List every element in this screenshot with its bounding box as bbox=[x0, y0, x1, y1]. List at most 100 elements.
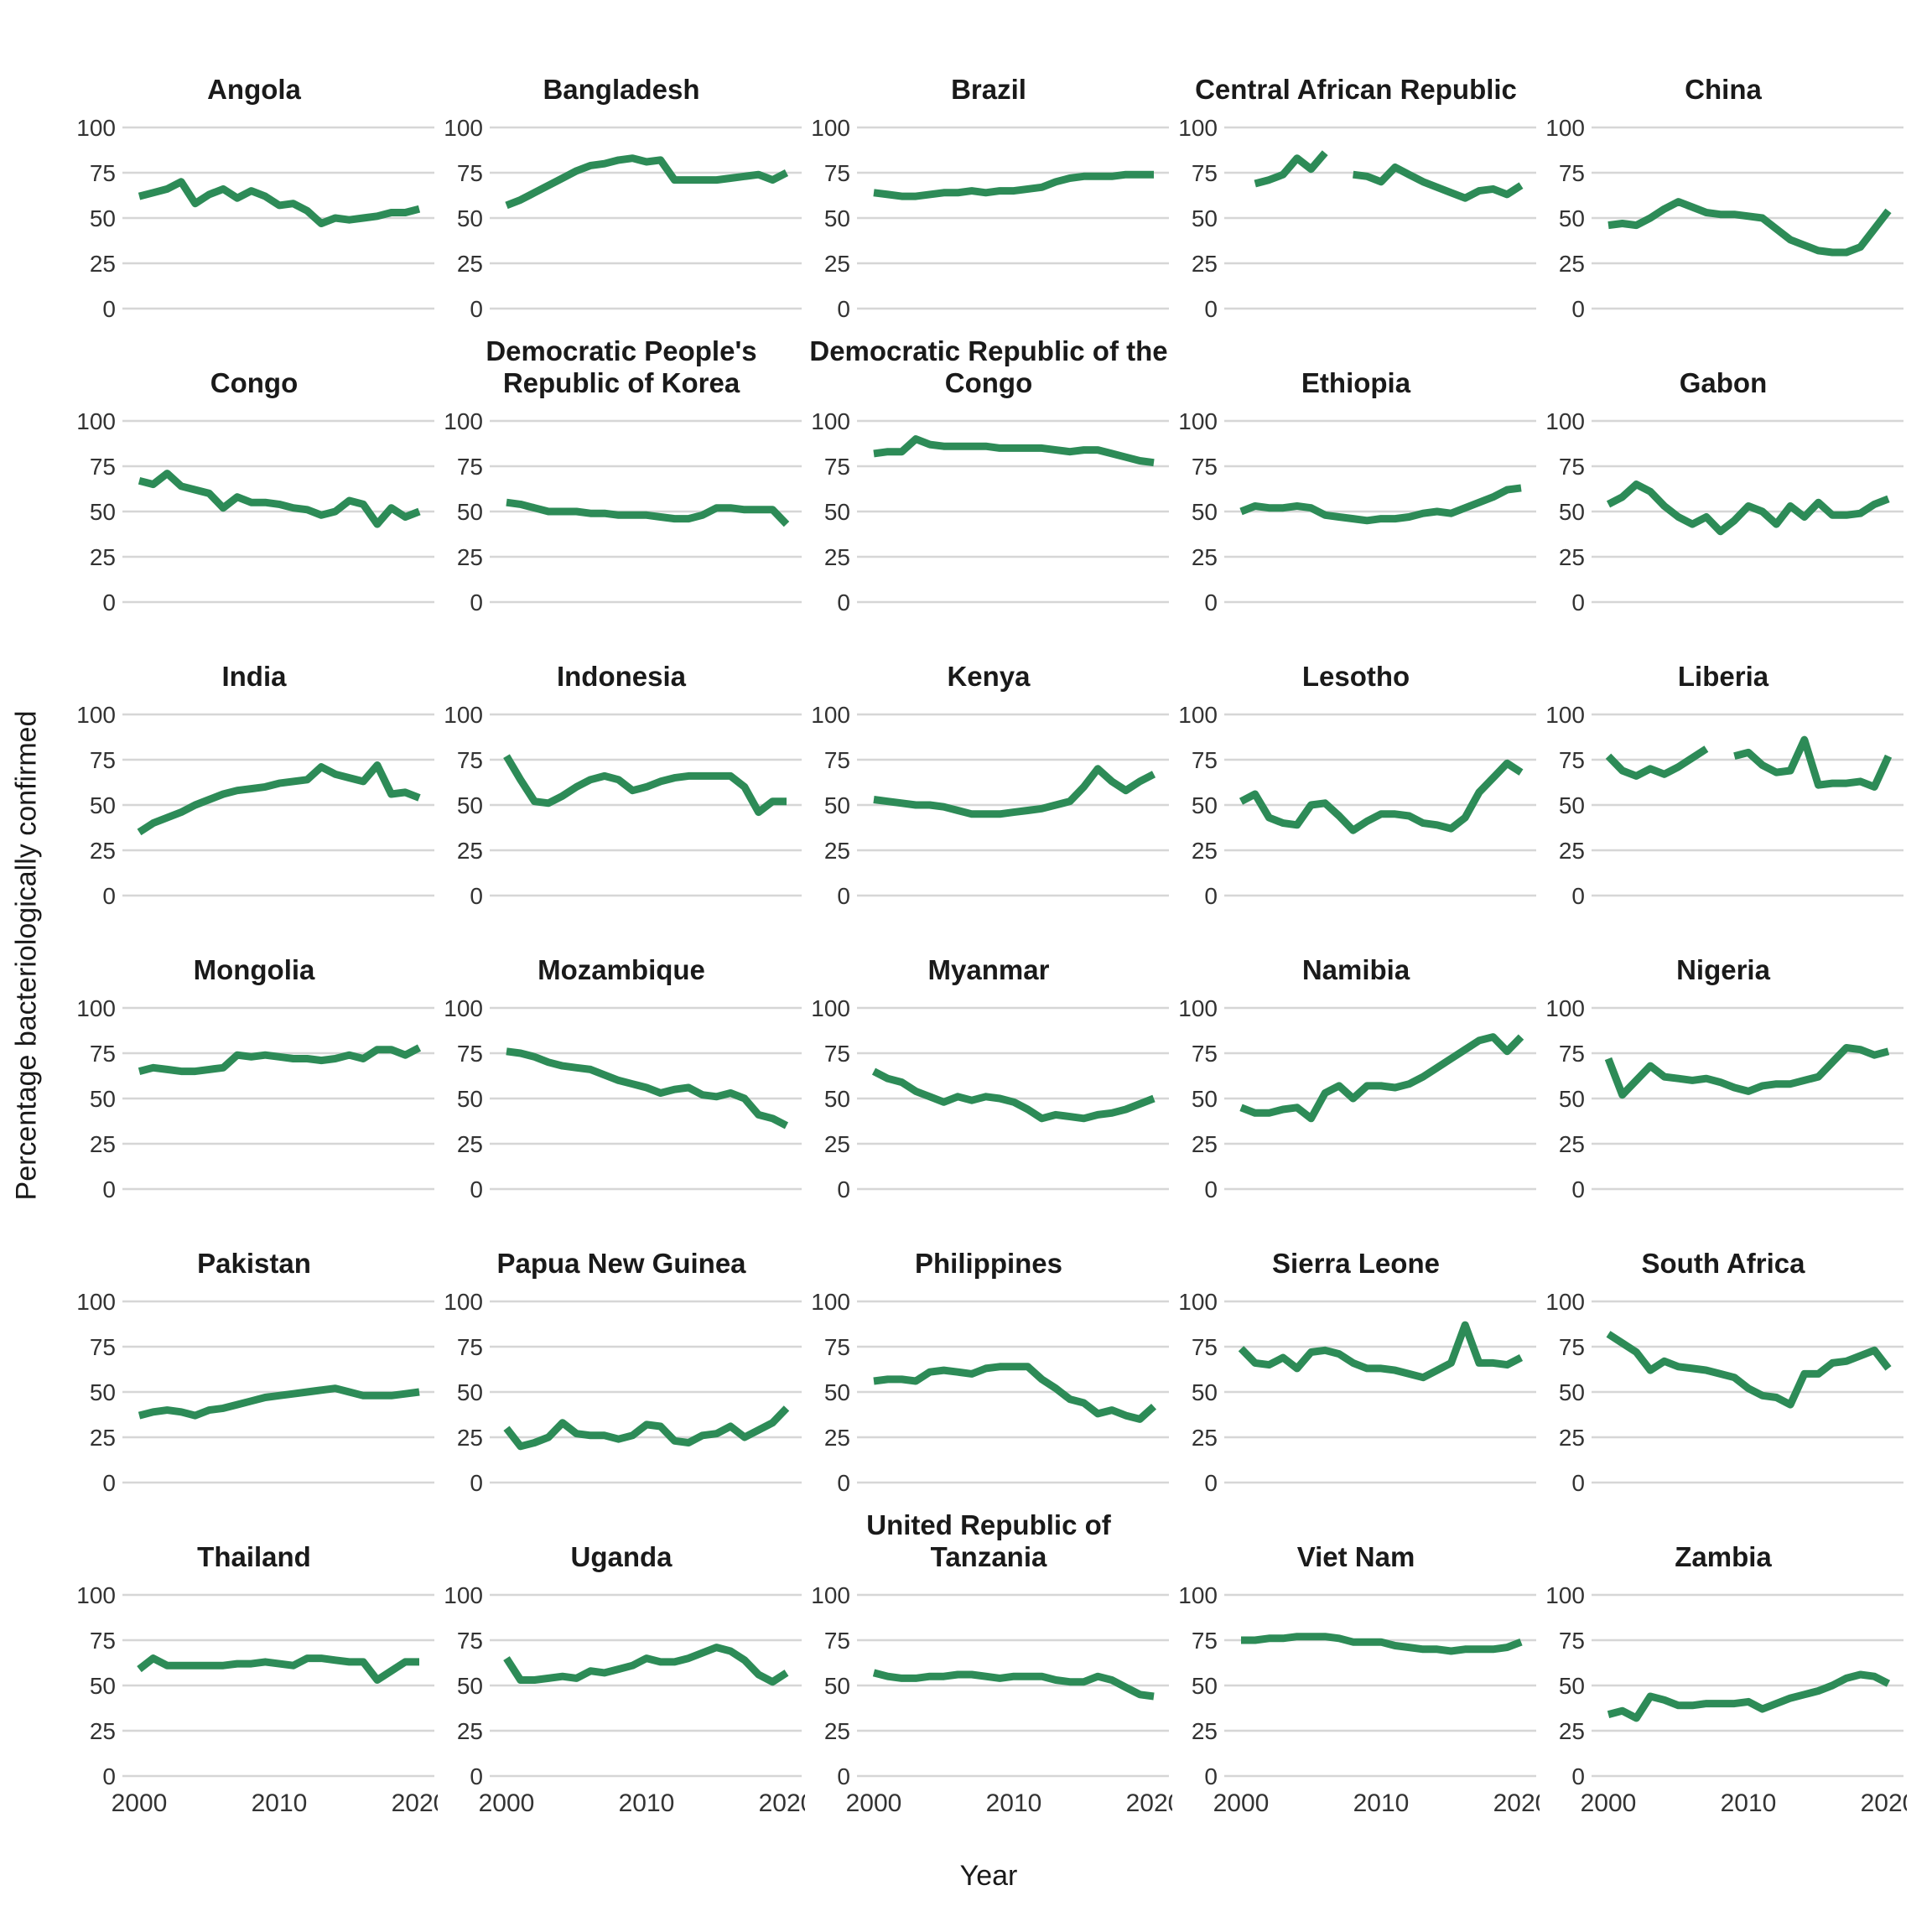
y-tick-label: 100 bbox=[1178, 115, 1218, 141]
facet-title: Brazil bbox=[951, 74, 1026, 106]
trend-line bbox=[138, 1384, 420, 1420]
facet-plot: 0 25 50 75 100 bbox=[76, 995, 434, 1202]
y-tick-label: 75 bbox=[824, 160, 850, 186]
facet-liberia: Liberia 0 25 50 75 100 bbox=[1540, 617, 1907, 911]
y-tick-label: 25 bbox=[1192, 1131, 1218, 1157]
trend-line bbox=[1239, 1033, 1524, 1123]
y-tick-label: 75 bbox=[824, 747, 850, 773]
x-tick-label: 2000 bbox=[1213, 1789, 1270, 1817]
y-tick-label: 0 bbox=[470, 296, 483, 322]
y-tick-label: 100 bbox=[1178, 995, 1218, 1021]
trend-line bbox=[1607, 198, 1892, 257]
facet-indonesia: Indonesia 0 25 50 75 100 bbox=[438, 617, 805, 911]
y-tick-label: 100 bbox=[76, 115, 116, 141]
y-tick-label: 75 bbox=[457, 160, 483, 186]
facet-plot: 0 25 50 75 100 bbox=[444, 115, 802, 322]
trend-line bbox=[1607, 1670, 1891, 1722]
y-tick-label: 50 bbox=[824, 792, 850, 818]
y-tick-label: 0 bbox=[837, 589, 850, 615]
facet-plot: 0 25 50 75 100 bbox=[444, 408, 802, 615]
facet-lesotho: Lesotho 0 25 50 75 100 bbox=[1172, 617, 1540, 911]
facet-gabon: Gabon 0 25 50 75 100 bbox=[1540, 324, 1907, 617]
facet-title: Indonesia bbox=[556, 661, 687, 693]
facet-plot: 0 25 50 75 100 2000 2010 2020 bbox=[444, 1582, 805, 1817]
y-tick-label: 75 bbox=[1559, 454, 1585, 480]
trend-line bbox=[873, 765, 1156, 818]
y-tick-label: 50 bbox=[90, 499, 116, 525]
x-tick-label: 2000 bbox=[1581, 1789, 1637, 1817]
y-tick-label: 75 bbox=[90, 747, 116, 773]
y-tick-label: 100 bbox=[1545, 1582, 1585, 1608]
y-tick-label: 75 bbox=[1559, 747, 1585, 773]
facet-title: Papua New Guinea bbox=[496, 1248, 746, 1280]
y-tick-label: 50 bbox=[1559, 1086, 1585, 1112]
facet-plot: 0 25 50 75 100 bbox=[76, 1289, 434, 1496]
y-tick-label: 25 bbox=[457, 1718, 483, 1744]
y-tick-label: 75 bbox=[90, 160, 116, 186]
x-tick-label: 2000 bbox=[479, 1789, 535, 1817]
y-tick-label: 50 bbox=[1192, 792, 1218, 818]
y-tick-label: 0 bbox=[837, 1176, 850, 1202]
trend-line bbox=[138, 178, 421, 227]
y-tick-label: 0 bbox=[470, 1176, 483, 1202]
y-tick-label: 25 bbox=[824, 1718, 850, 1744]
facet-kenya: Kenya 0 25 50 75 100 bbox=[805, 617, 1172, 911]
facet-plot: 0 25 50 75 100 bbox=[76, 702, 434, 909]
y-tick-label: 25 bbox=[1192, 251, 1218, 277]
y-tick-label: 100 bbox=[76, 1289, 116, 1315]
x-tick-label: 2010 bbox=[1353, 1789, 1410, 1817]
y-tick-label: 100 bbox=[444, 1582, 483, 1608]
y-tick-label: 50 bbox=[457, 1379, 483, 1405]
y-tick-label: 75 bbox=[1559, 1334, 1585, 1360]
y-tick-label: 75 bbox=[90, 1334, 116, 1360]
facet-title: Democratic Republic of the Congo bbox=[809, 335, 1168, 399]
facet-title: Zambia bbox=[1675, 1541, 1772, 1573]
y-tick-label: 75 bbox=[1559, 1628, 1585, 1654]
y-tick-label: 50 bbox=[824, 1673, 850, 1699]
facet-plot: 0 25 50 75 100 2000 2010 2020 bbox=[1178, 1582, 1540, 1817]
facet-title: South Africa bbox=[1641, 1248, 1805, 1280]
y-tick-label: 100 bbox=[811, 408, 850, 434]
y-tick-label: 25 bbox=[90, 1718, 116, 1744]
facet-title: Viet Nam bbox=[1296, 1541, 1415, 1573]
x-tick-label: 2000 bbox=[846, 1789, 902, 1817]
y-axis-title: Percentage bacteriologically confirmed bbox=[11, 711, 44, 1201]
trend-line bbox=[138, 1044, 422, 1076]
y-tick-label: 25 bbox=[1192, 544, 1218, 570]
facet-plot: 0 25 50 75 100 bbox=[76, 408, 434, 615]
y-tick-label: 75 bbox=[1559, 160, 1585, 186]
y-tick-label: 25 bbox=[90, 1131, 116, 1157]
y-tick-label: 75 bbox=[90, 454, 116, 480]
y-tick-label: 50 bbox=[1559, 1379, 1585, 1405]
facet-bangladesh: Bangladesh 0 25 50 75 100 bbox=[438, 30, 805, 324]
y-tick-label: 50 bbox=[90, 792, 116, 818]
y-tick-label: 75 bbox=[1559, 1041, 1585, 1067]
y-tick-label: 25 bbox=[1192, 838, 1218, 864]
facet-title: Angola bbox=[207, 74, 301, 106]
facet-title: Lesotho bbox=[1301, 661, 1410, 693]
y-tick-label: 50 bbox=[1559, 792, 1585, 818]
y-tick-label: 50 bbox=[1192, 205, 1218, 231]
y-tick-label: 0 bbox=[1204, 1470, 1218, 1496]
y-tick-label: 50 bbox=[1192, 499, 1218, 525]
trend-line bbox=[873, 435, 1155, 467]
y-tick-label: 0 bbox=[1571, 883, 1585, 909]
y-tick-label: 100 bbox=[811, 1582, 850, 1608]
facet-plot: 0 25 50 75 100 bbox=[811, 1289, 1169, 1496]
facet-title: Congo bbox=[210, 367, 299, 399]
y-tick-label: 0 bbox=[837, 296, 850, 322]
facet-plot: 0 25 50 75 100 2000 2010 2020 bbox=[1545, 1582, 1907, 1817]
y-tick-label: 75 bbox=[457, 747, 483, 773]
facet-central-african-republic: Central African Republic 0 25 50 75 100 bbox=[1172, 30, 1540, 324]
y-tick-label: 25 bbox=[1559, 1131, 1585, 1157]
facet-title: Kenya bbox=[947, 661, 1031, 693]
facet-grid: Angola 0 25 50 75 100 Bangladesh 0 25 50 75 100 Braz… bbox=[70, 30, 1907, 1840]
facet-plot: 0 25 50 75 100 bbox=[76, 115, 434, 322]
facet-title: China bbox=[1685, 74, 1762, 106]
trend-line bbox=[506, 498, 790, 527]
facet-china: China 0 25 50 75 100 bbox=[1540, 30, 1907, 324]
y-tick-label: 25 bbox=[457, 544, 483, 570]
y-tick-label: 50 bbox=[457, 1673, 483, 1699]
trend-line bbox=[503, 1405, 790, 1451]
